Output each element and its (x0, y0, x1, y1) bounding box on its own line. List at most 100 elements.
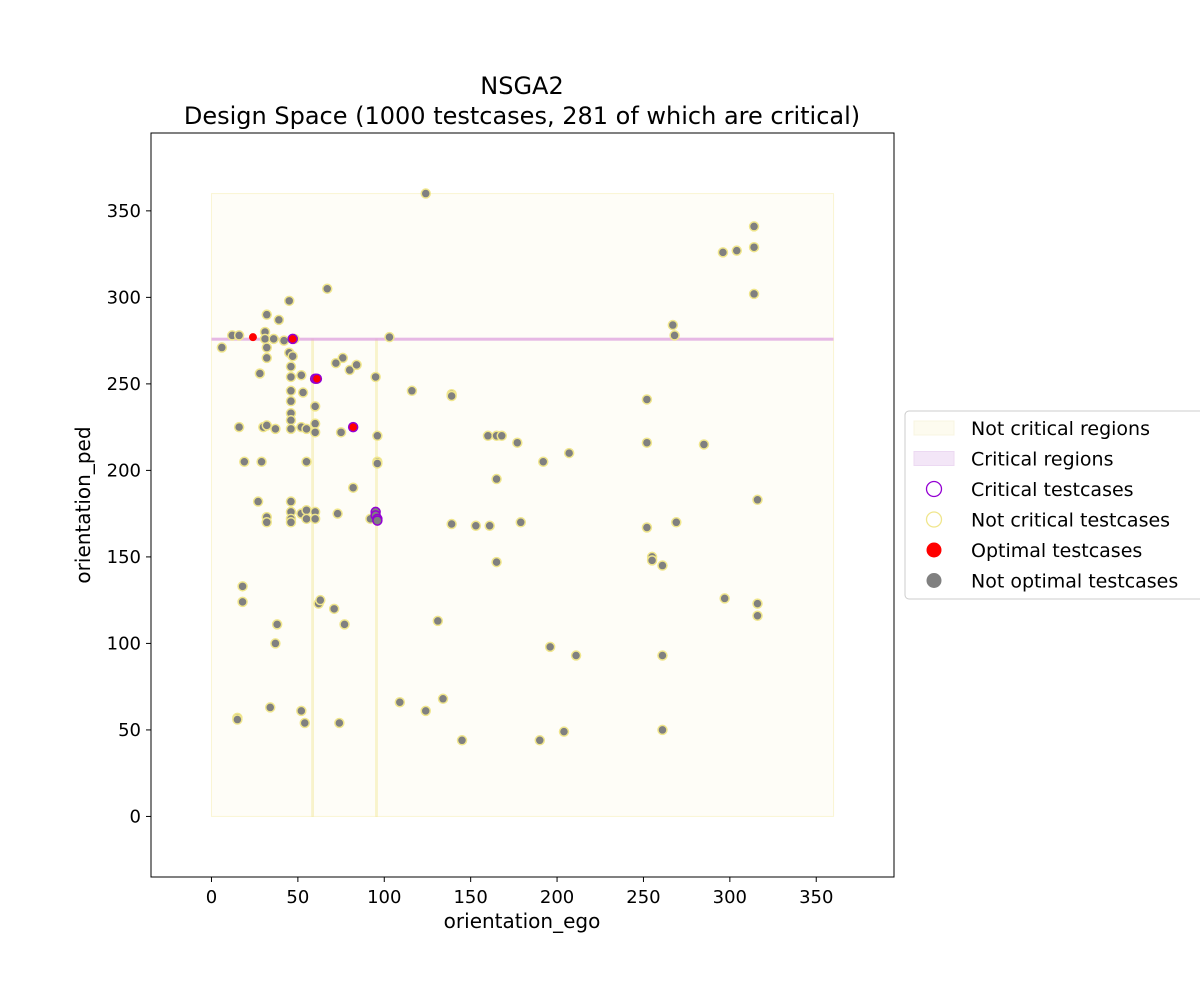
testcase-point (748, 221, 760, 232)
testcase-point (344, 364, 355, 376)
testcase-point (273, 314, 285, 326)
y-tick-label: 350 (107, 201, 141, 222)
y-tick-label: 200 (107, 460, 141, 481)
testcase-point (482, 430, 494, 442)
testcase-point (296, 369, 307, 381)
testcase-point (491, 556, 502, 568)
testcase-point (646, 555, 658, 566)
legend-label: Optimal testcases (971, 540, 1142, 562)
testcase-point (233, 421, 245, 433)
testcase-point (259, 333, 271, 345)
testcase-point (335, 427, 347, 438)
testcase-point (233, 330, 245, 341)
testcase-point (334, 717, 345, 729)
x-tick-label: 200 (540, 887, 574, 908)
testcase-point (372, 430, 383, 442)
testcase-point (261, 352, 273, 364)
testcase-point (285, 517, 297, 528)
testcase-point (256, 456, 267, 467)
legend-item: Critical regions (913, 449, 1113, 471)
testcase-point (216, 342, 228, 353)
legend-item: Not optimal testcases (926, 571, 1178, 593)
testcase-point (271, 619, 283, 630)
testcase-point (491, 473, 502, 485)
testcase-point (261, 342, 273, 353)
x-tick-label: 100 (367, 887, 401, 908)
testcase-point (287, 350, 298, 362)
testcase-point (278, 335, 290, 346)
testcase-point (297, 387, 309, 398)
testcase-point (731, 245, 743, 256)
testcase-point (558, 726, 570, 737)
legend-frame (904, 410, 1200, 600)
testcase-point (351, 359, 362, 371)
testcase-point (285, 423, 297, 435)
testcase-point (321, 283, 333, 294)
testcase-point (283, 295, 295, 307)
testcase-point (515, 517, 527, 528)
legend-marker (925, 511, 943, 528)
axes-frame (150, 132, 895, 878)
testcase-point (261, 517, 273, 528)
testcase-point (301, 504, 312, 516)
testcase-point (641, 522, 653, 533)
testcase-point (667, 319, 679, 331)
testcase-point (232, 714, 243, 725)
testcase-point (534, 735, 546, 746)
legend-label: Not critical testcases (971, 510, 1170, 532)
testcase-point (309, 418, 321, 429)
testcase-point (254, 368, 266, 379)
legend-label: Critical regions (971, 449, 1113, 471)
legend-item: Not critical regions (913, 418, 1150, 440)
testcase-point (301, 513, 312, 525)
legend-marker (926, 542, 942, 558)
testcase-point (261, 309, 273, 320)
testcase-point (339, 619, 350, 630)
not-critical-region (210, 193, 835, 817)
testcase-point (285, 395, 297, 407)
testcase-point (657, 650, 668, 661)
x-tick-label: 300 (713, 887, 747, 908)
testcase-point (332, 508, 343, 519)
legend-item: Not critical testcases (925, 510, 1170, 532)
testcase-point (239, 456, 250, 467)
testcase-point (268, 333, 279, 345)
testcase-point (285, 371, 297, 383)
legend-label: Not critical regions (971, 418, 1150, 440)
testcase-point (641, 394, 653, 405)
testcase-point (544, 641, 556, 653)
legend-marker (925, 480, 943, 498)
testcase-point (437, 693, 449, 705)
testcase-point (657, 724, 668, 736)
legend-item: Critical testcases (925, 479, 1134, 501)
testcase-point (570, 650, 582, 661)
testcase-point (315, 594, 326, 606)
testcase-point (641, 437, 653, 448)
testcase-point (420, 705, 431, 717)
testcase-point (748, 288, 760, 300)
legend-swatch (913, 451, 955, 466)
testcase-point (698, 439, 710, 450)
testcase-point (301, 423, 312, 435)
testcase-point (406, 385, 418, 397)
testcase-point (330, 357, 342, 369)
testcase-point (537, 456, 549, 467)
y-axis-ticks: 0 50 100 150 200 250 300 350 (107, 201, 151, 827)
testcase-point (496, 430, 508, 442)
legend-item: Optimal testcases (926, 540, 1142, 562)
optimal-testcase-point (248, 333, 257, 342)
testcase-point (285, 385, 297, 397)
testcase-point (752, 610, 763, 621)
testcase-point (456, 735, 468, 746)
testcase-point (296, 705, 307, 717)
y-tick-label: 300 (107, 287, 141, 308)
y-tick-label: 250 (107, 374, 141, 395)
testcase-point (420, 188, 431, 199)
not-critical-region (375, 338, 378, 817)
testcase-point (671, 517, 682, 528)
critical-testcase-point (287, 333, 298, 345)
chart-title: NSGA2 (480, 72, 563, 100)
testcase-point (270, 638, 281, 649)
testcase-point (512, 437, 523, 448)
